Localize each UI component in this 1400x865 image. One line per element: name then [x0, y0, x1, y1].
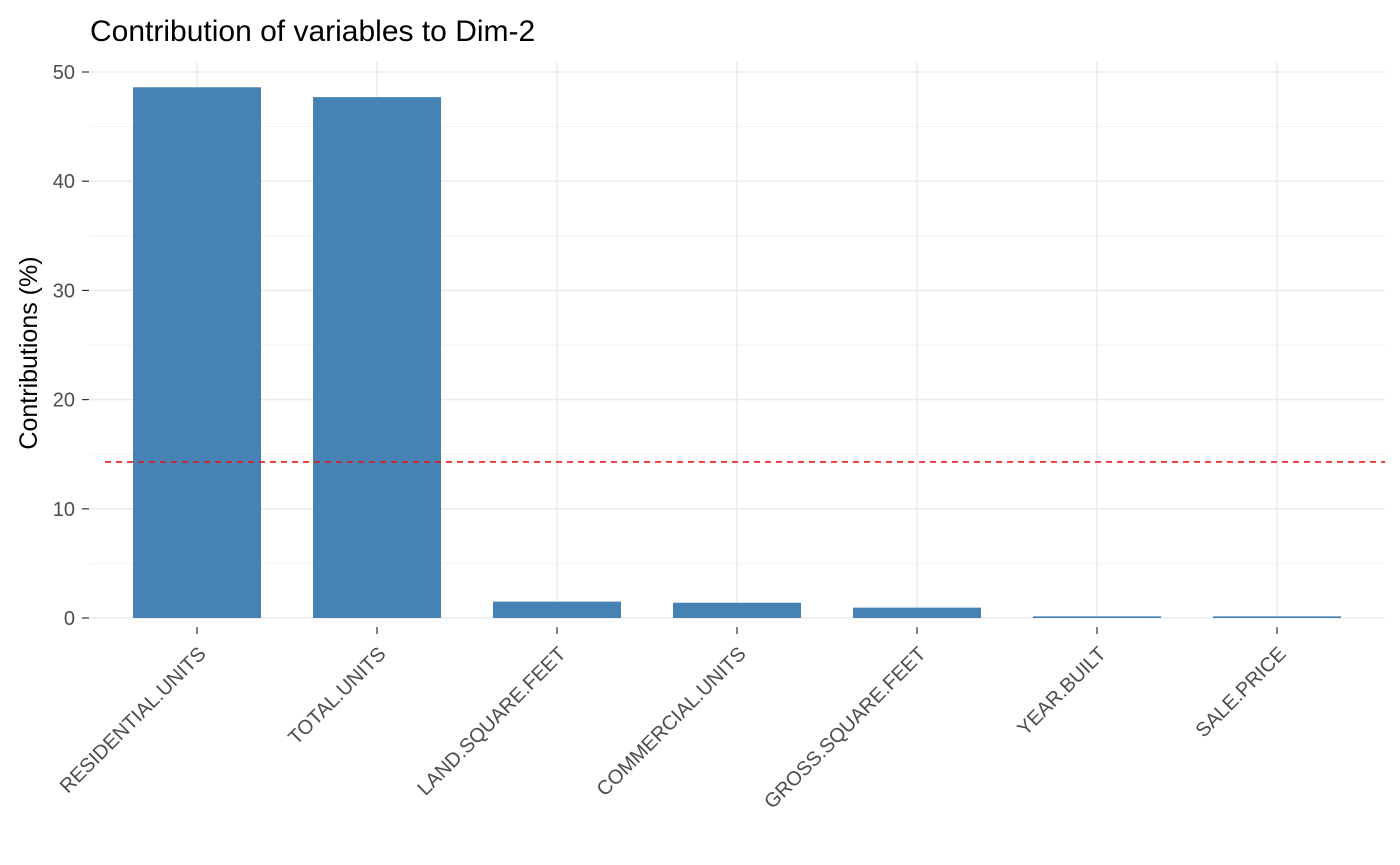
chart-title: Contribution of variables to Dim-2 [90, 15, 535, 48]
bar-layer [133, 87, 1341, 619]
x-tick-label: YEAR.BUILT [1014, 643, 1111, 740]
x-tick-label: LAND.SQUARE.FEET [414, 643, 571, 800]
bar-sale-price [1213, 616, 1341, 618]
bar-year-built [1033, 616, 1161, 618]
bar-residential-units [133, 87, 261, 618]
y-tick-label: 30 [53, 280, 75, 302]
x-tick-label: GROSS.SQUARE.FEET [760, 643, 930, 813]
x-tick-label: COMMERCIAL.UNITS [593, 643, 751, 801]
y-axis-label: Contributions (%) [15, 256, 43, 449]
x-tick-label: RESIDENTIAL.UNITS [56, 643, 211, 798]
y-tick-label: 50 [53, 62, 75, 84]
bar-land-square-feet [493, 601, 621, 618]
x-tick-label: SALE.PRICE [1192, 643, 1291, 742]
x-tick-label: TOTAL.UNITS [284, 643, 390, 749]
bar-gross-square-feet [853, 607, 981, 618]
y-tick-label: 10 [53, 499, 75, 521]
grid-layer [90, 62, 1385, 619]
bar-commercial-units [673, 602, 801, 618]
y-tick-label: 40 [53, 171, 75, 193]
y-tick-label: 20 [53, 390, 75, 412]
bar-total-units [313, 97, 441, 619]
y-tick-label: 0 [64, 608, 75, 630]
